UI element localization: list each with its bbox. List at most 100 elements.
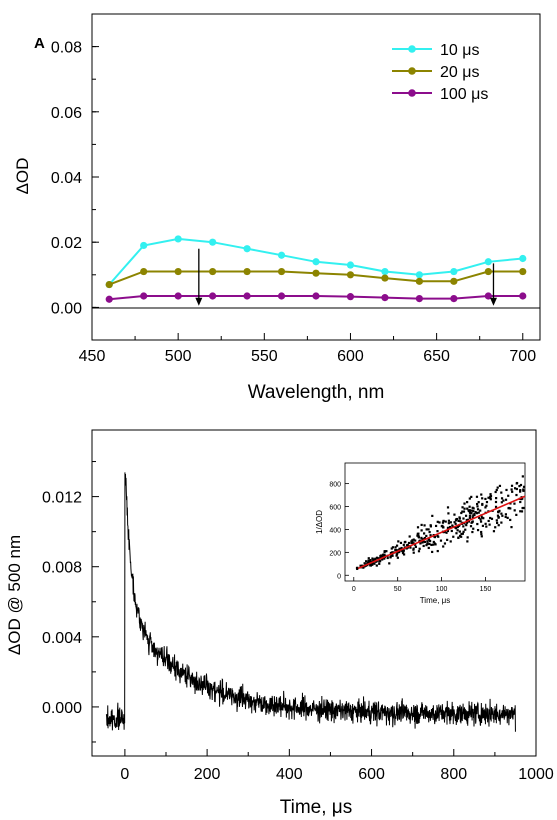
inset-data-point [433,535,436,538]
inset-data-point [367,557,370,560]
inset-y-axis: 0 200 400 600 800 [329,482,349,580]
inset-data-point [423,524,426,527]
inset-data-point [505,488,508,492]
inset-data-point [418,547,421,550]
panel-a-legend-marker [408,89,416,97]
inset-data-point [412,551,415,554]
inset-data-point [411,539,414,542]
panel-a-arrows [195,248,497,306]
inset-data-point [453,521,456,524]
inset-data-point [462,525,465,528]
inset-data-point [521,497,524,500]
inset-data-point [447,522,450,525]
inset-data-point [429,539,432,543]
inset-data-point [434,543,437,546]
inset-data-point [478,516,481,519]
inset-x-tick-label: 150 [480,586,492,593]
inset-data-point [436,530,439,533]
inset-data-point [406,543,409,547]
panel-a-x-tick-label: 500 [165,348,192,365]
panel-a-data-point [277,251,286,259]
inset-data-point [522,485,526,488]
inset-data-point [429,525,432,528]
inset-data-point [515,513,518,516]
panel-a-x-axis-title: Wavelength, nm [248,382,385,403]
inset-data-point [412,542,415,545]
panel-a-data-point [243,245,251,253]
panel-a-data-point [312,269,320,277]
inset-data-point [455,532,458,535]
panel-a-data-point [209,292,217,300]
inset-data-point [459,520,462,523]
inset-data-point [417,534,420,538]
inset-data-point [498,509,501,512]
inset-data-point [511,490,514,493]
inset-data-point [408,535,411,538]
inset-data-point [519,489,522,492]
panel-a: A 0.00 0.02 0.04 0.06 0.08 450 500 550 600 650 70… [13,13,541,403]
inset-data-point [426,540,429,543]
inset-data-point [421,538,424,541]
inset-data-point [456,525,459,529]
panel-a-data-point [243,292,251,300]
inset-data-point [423,532,426,535]
inset-data-point [466,518,470,521]
inset-data-point [422,540,425,543]
inset-data-point [388,562,391,565]
inset-data-point [476,505,479,508]
inset-data-point [476,522,479,526]
panel-a-legend-label: 100 μs [440,86,488,103]
panel-a-data-point [105,280,113,289]
inset-data-point [466,536,469,539]
inset-data-point [431,514,434,517]
inset-x-axis: 0 50 100 150 [352,577,492,593]
inset-data-point [425,528,428,531]
panel-a-data-point [381,274,389,282]
inset-data-point [480,530,483,534]
inset-data-point [366,561,369,564]
inset-data-point [429,534,432,537]
inset-data-point [480,516,484,519]
inset-data-point [457,536,460,539]
inset-data-point [356,567,359,571]
inset-data-point [466,501,469,504]
inset-data-point [456,529,459,532]
panel-a-data-point [450,294,458,303]
panel-a-series-group [105,235,527,303]
inset-data-point [485,525,488,528]
inset-data-point [507,494,510,497]
inset-data-point [390,547,393,550]
inset-data-point [379,554,382,558]
inset-data-point [470,495,473,499]
panel-a-x-tick-label: 450 [79,348,106,365]
inset-data-point [444,520,447,523]
inset-data-point [480,535,483,538]
panel-a-arrow-head [195,297,203,306]
inset-data-point [446,526,450,529]
inset-data-point [400,546,403,550]
panel-a-data-point [209,267,217,276]
panel-a-data-point [415,271,423,279]
inset-data-point [398,547,401,550]
inset-data-point [495,519,498,522]
panel-a-x-axis: 450 500 550 600 650 700 [79,333,536,365]
inset-data-point [501,514,504,517]
inset-y-axis-title: 1/ΔOD [315,510,324,534]
inset-data-point [522,488,525,491]
panel-a-y-tick-label: 0.04 [51,170,82,187]
panel-a-data-point [484,267,492,276]
inset-data-point [500,491,503,494]
inset-data-point [477,501,480,504]
inset-data-point [409,546,412,549]
panel-b-x-tick-label: 400 [276,766,303,783]
inset-data-point [437,535,440,538]
inset-data-point [371,557,374,560]
panel-b-y-tick-label: 0.008 [42,560,82,577]
inset-data-point [496,486,499,489]
inset-data-point [427,538,431,541]
inset-data-point [425,534,428,538]
inset-data-point [487,496,490,499]
inset-data-point [462,510,466,513]
inset-data-point [458,517,461,520]
inset-data-point [465,524,468,527]
